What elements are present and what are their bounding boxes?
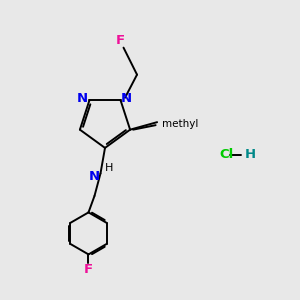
Text: methyl: methyl — [162, 119, 198, 129]
Text: F: F — [116, 34, 125, 46]
Text: N: N — [76, 92, 88, 105]
Text: N: N — [89, 170, 100, 183]
Text: Cl: Cl — [219, 148, 233, 161]
Text: N: N — [121, 92, 132, 105]
Text: H: H — [105, 163, 114, 173]
Text: F: F — [84, 263, 93, 276]
Text: H: H — [244, 148, 256, 161]
